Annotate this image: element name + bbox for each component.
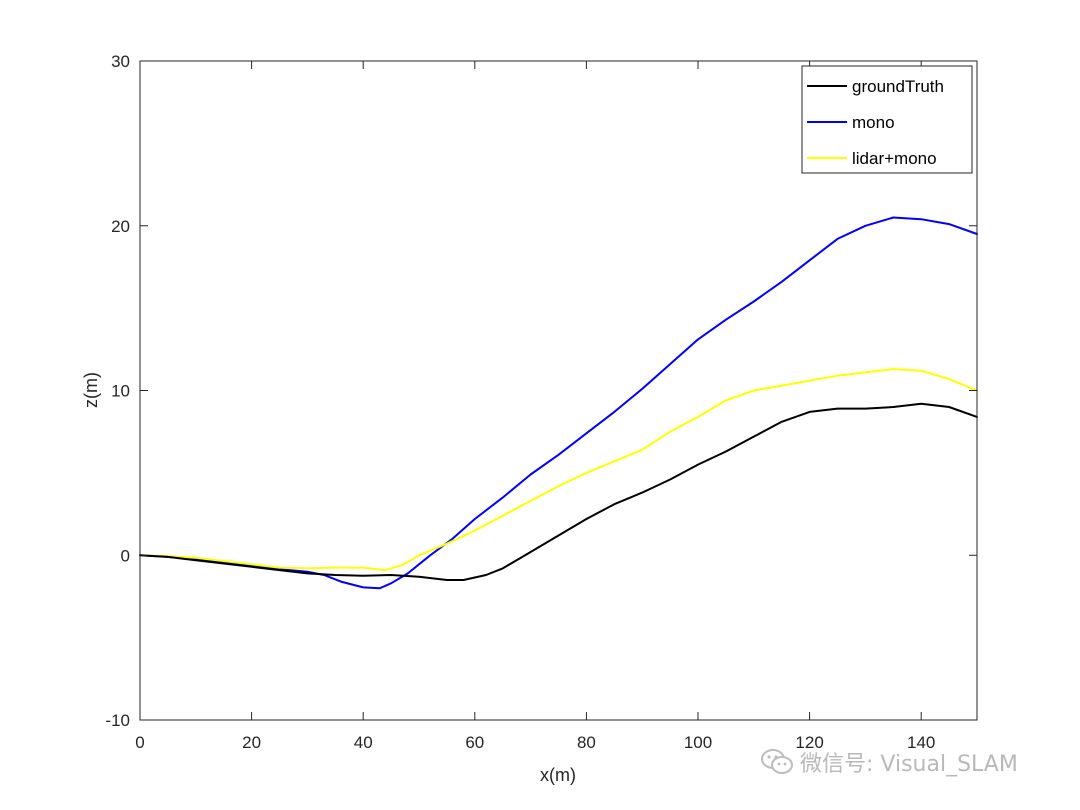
x-tick-label: 120	[795, 733, 823, 752]
y-tick-label: 20	[111, 217, 130, 236]
tick-layer: 0 20 40 60 80 100 120 140 -10 0 10 20 30	[105, 52, 977, 752]
watermark: 微信号: Visual_SLAM	[760, 744, 1018, 780]
legend-label-mono: mono	[852, 113, 895, 132]
y-tick-label: 30	[111, 52, 130, 71]
x-tick-label: 20	[242, 733, 261, 752]
x-tick-label: 0	[135, 733, 144, 752]
series-line-groundtruth	[139, 402, 978, 581]
x-tick-label: 100	[684, 733, 712, 752]
x-axis-label: x(m)	[540, 765, 576, 785]
y-tick-label: -10	[105, 711, 130, 730]
x-tick-label: 80	[577, 733, 596, 752]
series-layer	[139, 216, 978, 590]
y-tick-label: 0	[121, 546, 130, 565]
x-tick-label: 40	[354, 733, 373, 752]
legend: groundTruth mono lidar+mono	[801, 65, 973, 174]
watermark-text: 微信号: Visual_SLAM	[800, 752, 1018, 777]
legend-box	[801, 65, 973, 174]
y-axis-label: z(m)	[81, 372, 101, 408]
wechat-icon	[761, 749, 793, 774]
legend-label-lidar-mono: lidar+mono	[852, 149, 937, 168]
legend-label-groundtruth: groundTruth	[852, 77, 944, 96]
y-tick-label: 10	[111, 382, 130, 401]
series-line-mono	[139, 216, 978, 590]
x-tick-label: 60	[465, 733, 484, 752]
series-line-lidar-mono	[139, 368, 978, 572]
x-tick-label: 140	[907, 733, 935, 752]
